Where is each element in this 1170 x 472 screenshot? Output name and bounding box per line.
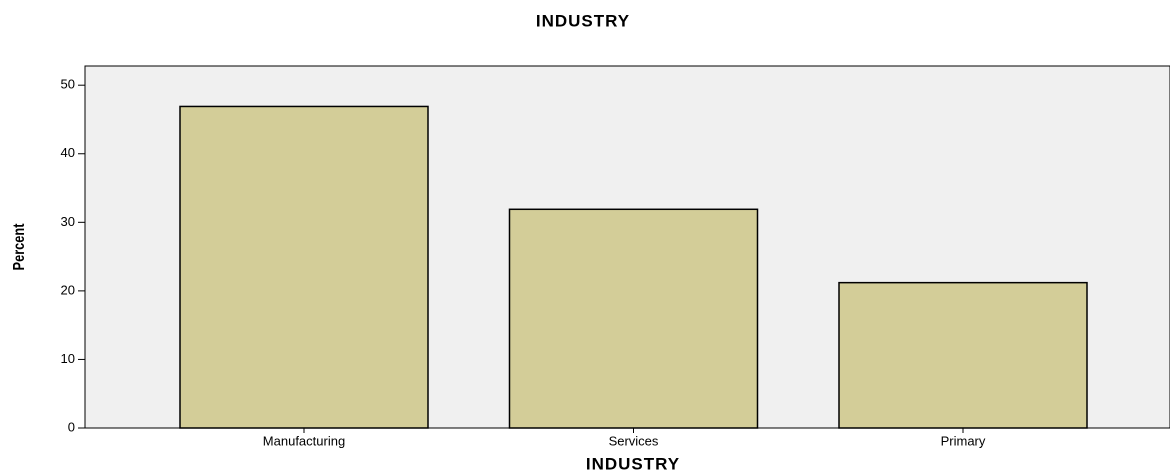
y-tick-label: 40 <box>61 145 75 160</box>
y-tick-label: 30 <box>61 214 75 229</box>
y-tick-label: 50 <box>61 77 75 92</box>
y-tick-label: 20 <box>61 282 75 297</box>
chart-title: INDUSTRY <box>536 11 630 30</box>
y-tick-label: 10 <box>61 351 75 366</box>
x-axis-title: INDUSTRY <box>586 454 680 472</box>
bar <box>508 208 759 429</box>
x-tick-label: Manufacturing <box>263 433 345 448</box>
x-tick-label: Services <box>609 433 659 448</box>
y-axis-title: Percent <box>11 223 29 270</box>
bar <box>179 105 429 429</box>
bar <box>838 281 1088 429</box>
x-tick-label: Primary <box>941 433 986 448</box>
y-tick-label: 0 <box>68 419 75 434</box>
